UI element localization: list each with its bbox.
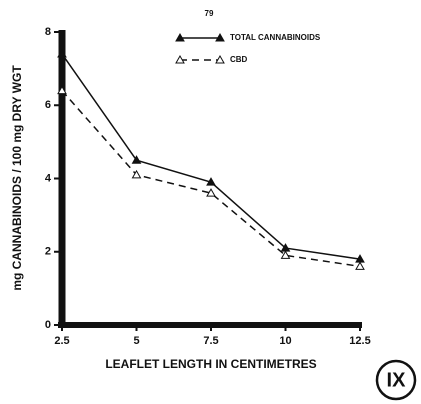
y-axis-label: mg CANNABINOIDS / 100 mg DRY WGT	[10, 65, 24, 291]
legend-marker	[175, 32, 185, 42]
y-tick-label: 4	[45, 172, 52, 184]
x-tick-label: 5	[133, 335, 139, 347]
point	[131, 155, 142, 164]
series-line	[61, 53, 361, 260]
y-tick-label: 8	[45, 26, 51, 38]
point	[206, 177, 216, 186]
series-line	[61, 90, 361, 268]
legend-marker	[215, 54, 225, 64]
x-tick-label: 12.5	[349, 335, 370, 347]
point	[280, 250, 291, 259]
page-number: 79	[205, 9, 214, 18]
legend-marker	[215, 32, 225, 42]
annotation: IX	[387, 369, 407, 391]
x-tick-label: 10	[279, 335, 291, 347]
point	[57, 48, 67, 58]
legend-label: TOTAL CANNABINOIDS	[230, 33, 321, 42]
x-tick-label: 2.5	[54, 335, 69, 347]
legend-label: CBD	[230, 55, 248, 64]
y-tick-label: 0	[45, 319, 51, 331]
y-tick-label: 2	[45, 246, 51, 258]
point	[206, 188, 216, 197]
point	[355, 261, 365, 270]
annotation-circle	[375, 359, 417, 401]
x-tick-label: 7.5	[203, 335, 218, 347]
point	[57, 85, 67, 95]
point	[131, 169, 142, 179]
y-tick-label: 6	[45, 99, 51, 111]
legend-marker	[175, 54, 185, 64]
x-axis-label: LEAFLET LENGTH IN CENTIMETRES	[105, 357, 316, 371]
